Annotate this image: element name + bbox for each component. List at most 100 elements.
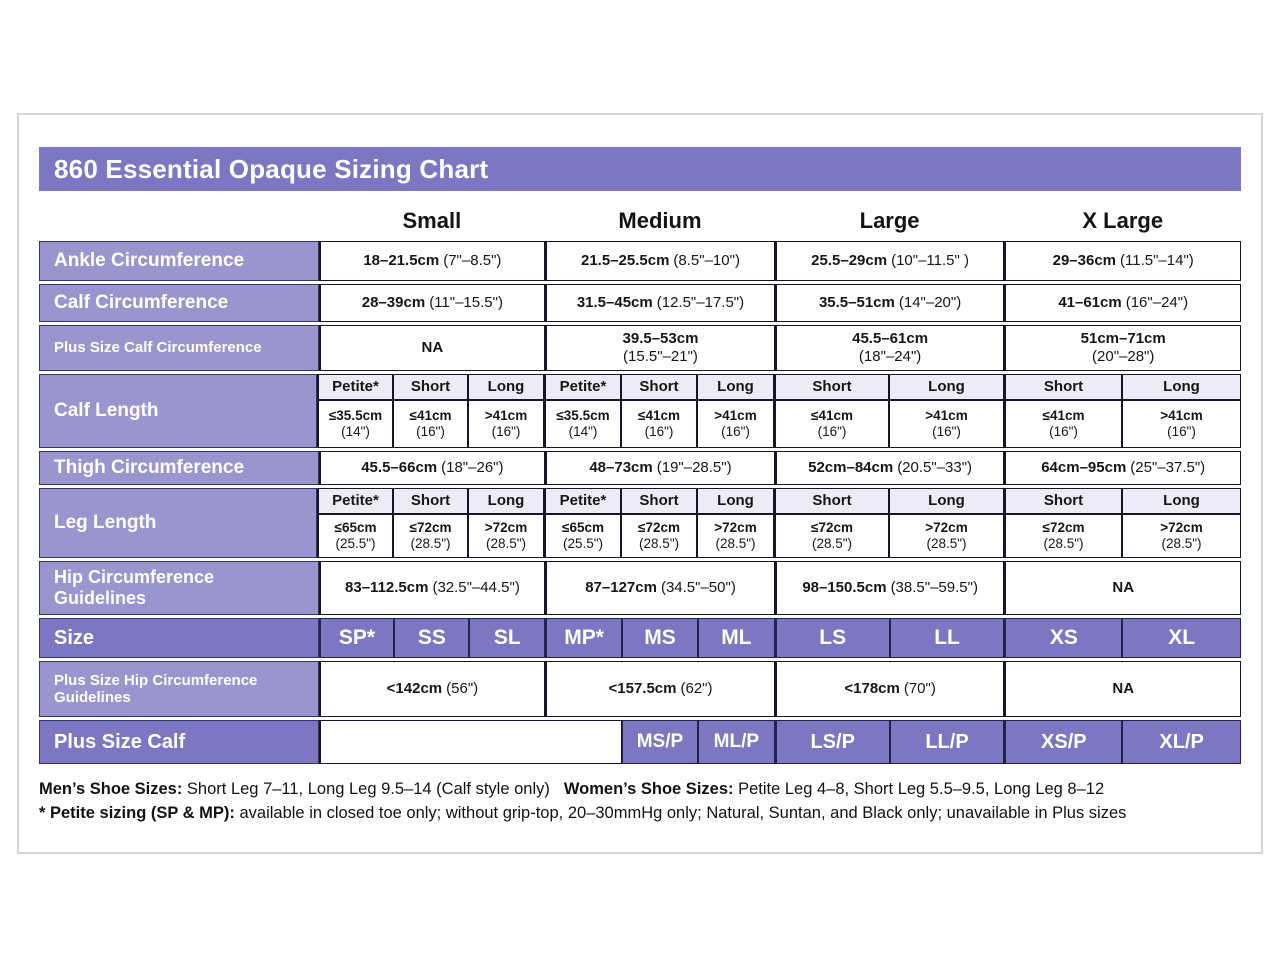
size-cell-xlp: XL/P xyxy=(1122,720,1241,764)
value-cm: ≤72cm xyxy=(409,519,452,535)
row-thigh-label: Thigh Circumference xyxy=(39,451,319,485)
subhead: Long xyxy=(697,374,774,400)
size-cell-ls: LS xyxy=(774,618,890,658)
column-header-small: Small xyxy=(402,208,462,233)
value-cm: 45.5–61cm xyxy=(852,330,929,347)
column-header-xlarge: X Large xyxy=(1082,208,1164,233)
subhead: Short xyxy=(774,374,889,400)
womens-shoe-sizes-bold: Women’s Shoe Sizes: xyxy=(563,780,734,798)
size-cell-mp: MP* xyxy=(545,618,623,658)
row-ankle-label: Ankle Circumference xyxy=(39,241,319,281)
value-cm: >72cm xyxy=(925,519,968,535)
value-cm: ≤65cm xyxy=(562,519,604,535)
footnote-shoe-sizes: Men’s Shoe Sizes: Short Leg 7–11, Long L… xyxy=(39,778,1241,802)
size-cell-sp: SP* xyxy=(318,618,395,658)
value-cm: 18–21.5cm xyxy=(363,252,440,269)
size-cell-ms: MS xyxy=(622,618,698,658)
value-in: (70") xyxy=(903,680,936,697)
value-cm: 45.5–66cm xyxy=(361,459,438,476)
value-cm: 35.5–51cm xyxy=(818,294,895,311)
subhead: Long xyxy=(697,488,774,514)
row-plus-calf-label: Plus Size Calf xyxy=(39,720,319,764)
value-in: (16") xyxy=(1049,424,1078,439)
subhead: Short xyxy=(1004,488,1122,514)
value-in: (8.5"–10") xyxy=(673,252,740,269)
subhead: Short xyxy=(621,488,697,514)
cell-pscc-small: NA xyxy=(318,325,546,371)
cell-calf-large: 35.5–51cm (14"–20") xyxy=(774,284,1005,322)
cell-leg-length: >72cm (28.5") xyxy=(468,514,544,558)
petite-sizing-text: available in closed toe only; without gr… xyxy=(234,803,1127,822)
subhead: Short xyxy=(774,488,889,514)
subhead: Long xyxy=(468,488,544,514)
footnotes: Men’s Shoe Sizes: Short Leg 7–11, Long L… xyxy=(39,778,1241,826)
subhead: Short xyxy=(393,488,468,514)
subhead: Petite* xyxy=(544,488,621,514)
size-cell-msp: MS/P xyxy=(622,720,698,764)
row-size-label: Size xyxy=(39,618,319,658)
value-cm: 25.5–29cm xyxy=(811,252,888,269)
size-cell-mlp: ML/P xyxy=(697,720,775,764)
cell-pscc-large: 45.5–61cm (18"–24") xyxy=(774,325,1005,371)
cell-hip-large: 98–150.5cm (38.5"–59.5") xyxy=(774,561,1005,615)
value-cm: ≤41cm xyxy=(811,407,853,423)
subhead: Petite* xyxy=(317,374,393,400)
value-in: (38.5"–59.5") xyxy=(890,579,978,596)
value-in: (34.5"–50") xyxy=(660,579,736,596)
size-cell-ss: SS xyxy=(394,618,470,658)
cell-leg-length: ≤65cm (25.5") xyxy=(317,514,393,558)
calf-length-subheads: Petite* Short Long Petite* Short Long Sh… xyxy=(317,374,1241,400)
footnote-petite-sizing: * Petite sizing (SP & MP): available in … xyxy=(39,802,1241,826)
cell-calf-length: ≤41cm (16") xyxy=(621,400,697,448)
leg-length-grid: Petite* Short Long Petite* Short Long Sh… xyxy=(317,488,1241,558)
value-in: (28.5") xyxy=(811,536,853,551)
value-cm: 51cm–71cm xyxy=(1080,330,1166,347)
cell-leg-length: >72cm (28.5") xyxy=(697,514,774,558)
value-cm: 21.5–25.5cm xyxy=(581,252,670,269)
value-in: (16") xyxy=(416,424,445,439)
column-header-medium: Medium xyxy=(618,208,702,233)
petite-sizing-bold: * Petite sizing (SP & MP): xyxy=(39,803,235,822)
value-in: (11"–15.5") xyxy=(429,294,503,311)
title-bar: 860 Essential Opaque Sizing Chart xyxy=(39,147,1241,191)
value-in: (20.5"–33") xyxy=(897,459,973,476)
value-cm: 41–61cm xyxy=(1058,294,1122,311)
leg-length-subheads: Petite* Short Long Petite* Short Long Sh… xyxy=(317,488,1241,514)
row-plus-calf: Plus Size Calf MS/P ML/P LS/P LL/P XS/P … xyxy=(39,720,1241,764)
row-hip: Hip Circumference Guidelines 83–112.5cm(… xyxy=(39,561,1241,615)
cell-hip-xlarge: NA xyxy=(1004,561,1241,615)
value-cm: ≤72cm xyxy=(811,519,853,535)
value-cm: <178cm xyxy=(844,680,900,697)
cell-calf-xlarge: 41–61cm (16"–24") xyxy=(1004,284,1241,322)
value-in: (12.5"–17.5") xyxy=(656,294,745,311)
value-cm: ≤72cm xyxy=(1042,519,1085,535)
size-cell-ml: ML xyxy=(697,618,775,658)
calf-length-grid: Petite* Short Long Petite* Short Long Sh… xyxy=(317,374,1241,448)
value-cm: >41cm xyxy=(1160,407,1203,423)
cell-pscc-xlarge: 51cm–71cm (20"–28") xyxy=(1004,325,1241,371)
value-cm: ≤72cm xyxy=(638,519,680,535)
row-plus-calf-circ: Plus Size Calf Circumference NA 39.5–53c… xyxy=(39,325,1241,371)
value-cm: >41cm xyxy=(714,407,757,423)
value-cm: 64cm–95cm xyxy=(1041,459,1127,476)
value-in: (28.5") xyxy=(715,536,756,551)
value-in: (16") xyxy=(644,424,674,439)
cell-calf-medium: 31.5–45cm (12.5"–17.5") xyxy=(545,284,775,322)
value-in: (7"–8.5") xyxy=(443,252,502,269)
value-in: (28.5") xyxy=(926,536,967,551)
value-in: (16") xyxy=(721,424,750,439)
value-in: (16"–24") xyxy=(1125,294,1189,311)
cell-calf-length: >41cm (16") xyxy=(468,400,544,448)
row-plus-calf-circ-label: Plus Size Calf Circumference xyxy=(39,325,319,371)
cell-leg-length: ≤72cm (28.5") xyxy=(393,514,468,558)
value-cm: 52cm–84cm xyxy=(808,459,894,476)
row-plus-hip-label: Plus Size Hip Circumference Guidelines xyxy=(39,661,319,717)
cell-hip-small: 83–112.5cm (32.5"–44.5") xyxy=(318,561,546,615)
row-plus-hip: Plus Size Hip Circumference Guidelines <… xyxy=(39,661,1241,717)
value-in: (28.5") xyxy=(1161,536,1202,551)
value-in: (62") xyxy=(680,680,713,697)
cell-calf-length: ≤35.5cm (14") xyxy=(544,400,621,448)
value-in: (16") xyxy=(932,424,961,439)
size-cell-xl: XL xyxy=(1122,618,1242,658)
value-cm: 31.5–45cm xyxy=(576,294,653,311)
